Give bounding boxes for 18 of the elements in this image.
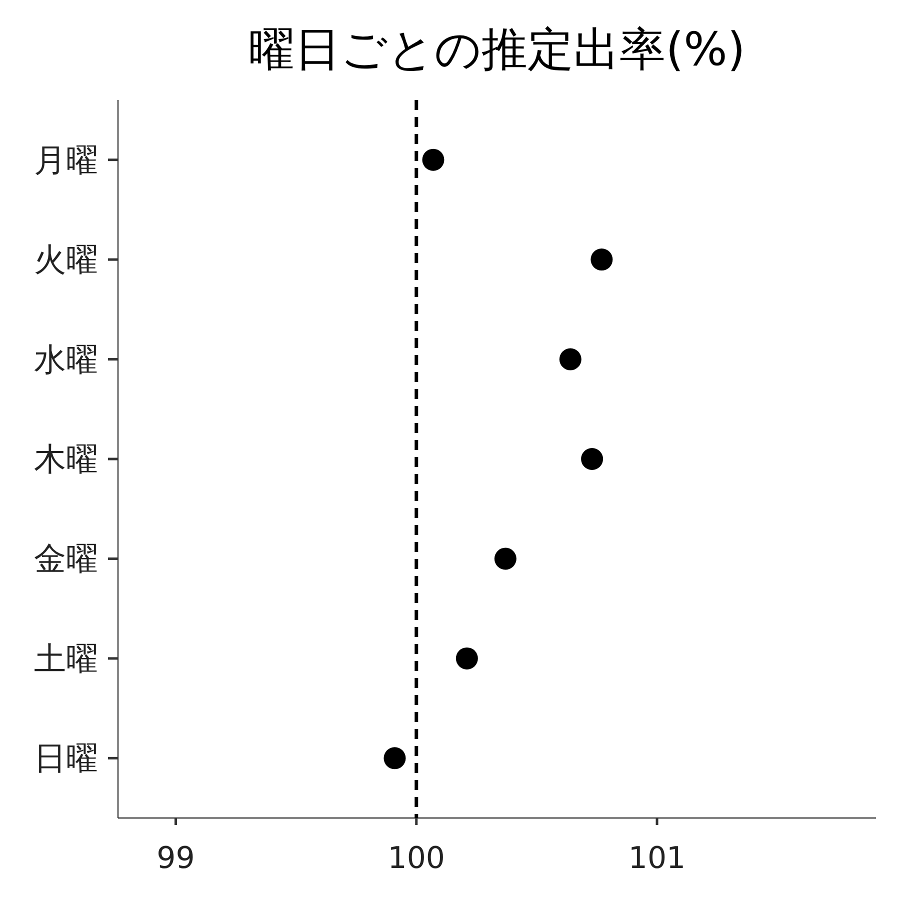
y-tick-label: 水曜 <box>34 340 98 378</box>
y-tick-label: 火曜 <box>34 240 98 279</box>
y-tick-label: 土曜 <box>34 639 98 678</box>
x-tick-label: 100 <box>388 841 446 876</box>
point <box>384 747 406 770</box>
y-tick-label: 日曜 <box>34 739 98 778</box>
point <box>559 348 582 370</box>
x-tick-label: 101 <box>628 841 686 876</box>
point <box>581 448 604 470</box>
x-tick-label: 99 <box>156 841 195 876</box>
chart-title: 曜日ごとの推定出率(%) <box>248 22 746 76</box>
y-tick-label: 木曜 <box>34 440 98 478</box>
point <box>494 548 516 570</box>
point <box>456 647 478 670</box>
y-tick-label: 金曜 <box>34 540 98 578</box>
point <box>590 248 613 271</box>
y-tick-label: 月曜 <box>34 140 98 179</box>
point <box>422 148 444 171</box>
